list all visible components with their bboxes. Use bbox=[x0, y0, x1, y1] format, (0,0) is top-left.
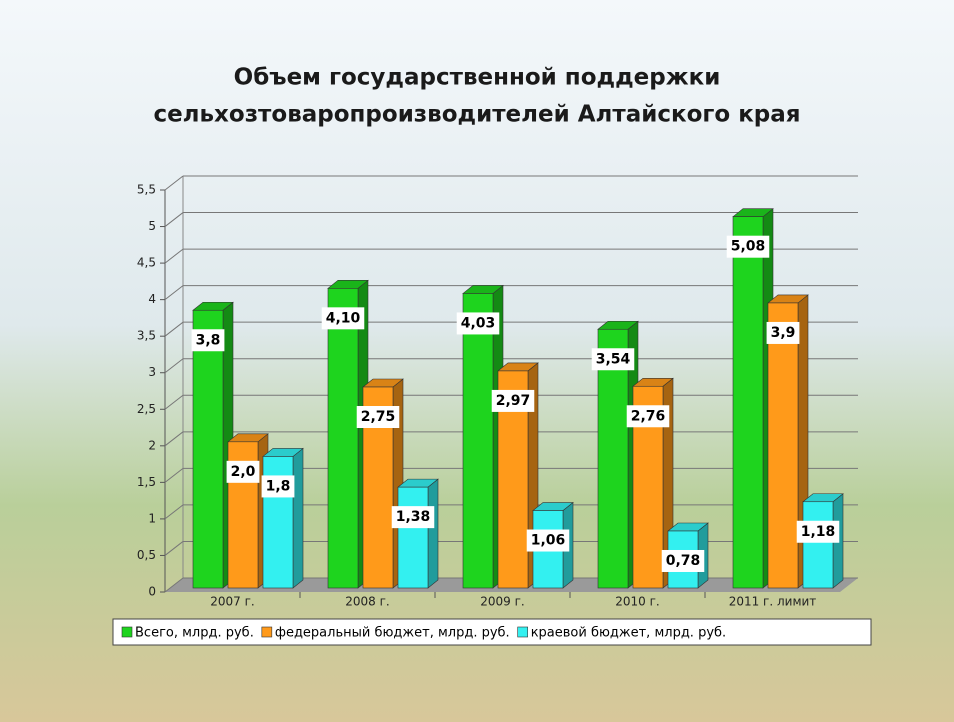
value-label: 2,0 bbox=[231, 464, 256, 480]
value-label: 2,75 bbox=[361, 409, 396, 425]
legend-swatch bbox=[518, 627, 528, 637]
y-tick-label: 1,5 bbox=[137, 475, 156, 489]
y-tick-label: 0,5 bbox=[137, 548, 156, 562]
bar-front bbox=[463, 293, 493, 588]
bar bbox=[228, 434, 268, 588]
y-tick-label: 3,5 bbox=[137, 329, 156, 343]
y-tick-label: 1 bbox=[148, 511, 156, 525]
x-tick-label: 2007 г. bbox=[210, 595, 254, 609]
x-tick-label: 2011 г. лимит bbox=[729, 595, 817, 609]
y-tick-label: 4 bbox=[148, 292, 156, 306]
value-label: 2,76 bbox=[631, 408, 666, 424]
bar-front bbox=[328, 288, 358, 588]
value-label: 5,08 bbox=[731, 239, 766, 255]
bar-front bbox=[733, 217, 763, 588]
value-label: 1,18 bbox=[801, 524, 836, 540]
value-label: 4,10 bbox=[326, 310, 361, 326]
value-label: 3,54 bbox=[596, 351, 631, 367]
legend-label: федеральный бюджет, млрд. руб. bbox=[275, 626, 510, 641]
bar-front bbox=[768, 303, 798, 588]
x-tick-label: 2010 г. bbox=[615, 595, 659, 609]
y-tick-label: 4,5 bbox=[137, 256, 156, 270]
legend-swatch bbox=[262, 627, 272, 637]
y-tick-label: 2 bbox=[148, 438, 156, 452]
legend-label: краевой бюджет, млрд. руб. bbox=[531, 626, 726, 641]
x-tick-label: 2008 г. bbox=[345, 595, 389, 609]
y-tick-label: 0 bbox=[148, 585, 156, 599]
y-tick-label: 3 bbox=[148, 365, 156, 379]
chart-title: Объем государственной поддержки bbox=[234, 65, 721, 91]
bar-front bbox=[193, 310, 223, 588]
value-label: 4,03 bbox=[461, 315, 496, 331]
x-tick-label: 2009 г. bbox=[480, 595, 524, 609]
value-label: 1,38 bbox=[396, 509, 431, 525]
bar bbox=[733, 209, 773, 588]
value-label: 1,8 bbox=[266, 478, 291, 494]
value-label: 2,97 bbox=[496, 393, 531, 409]
value-label: 3,9 bbox=[771, 325, 796, 341]
value-label: 0,78 bbox=[666, 553, 701, 569]
bar bbox=[398, 479, 438, 588]
y-tick-label: 2,5 bbox=[137, 402, 156, 416]
value-label: 3,8 bbox=[196, 332, 221, 348]
legend-swatch bbox=[122, 627, 132, 637]
chart: Объем государственной поддержки сельхозт… bbox=[0, 0, 954, 722]
bar-side bbox=[428, 479, 438, 588]
bar-front bbox=[803, 502, 833, 588]
value-label: 1,06 bbox=[531, 533, 566, 549]
y-tick-label: 5 bbox=[148, 219, 156, 233]
bar bbox=[263, 448, 303, 588]
chart-title: сельхозтоваропроизводителей Алтайского к… bbox=[153, 102, 800, 128]
legend-label: Всего, млрд. руб. bbox=[135, 626, 254, 641]
bar-front bbox=[398, 487, 428, 588]
bar-side bbox=[293, 448, 303, 588]
y-tick-label: 5,5 bbox=[137, 183, 156, 197]
